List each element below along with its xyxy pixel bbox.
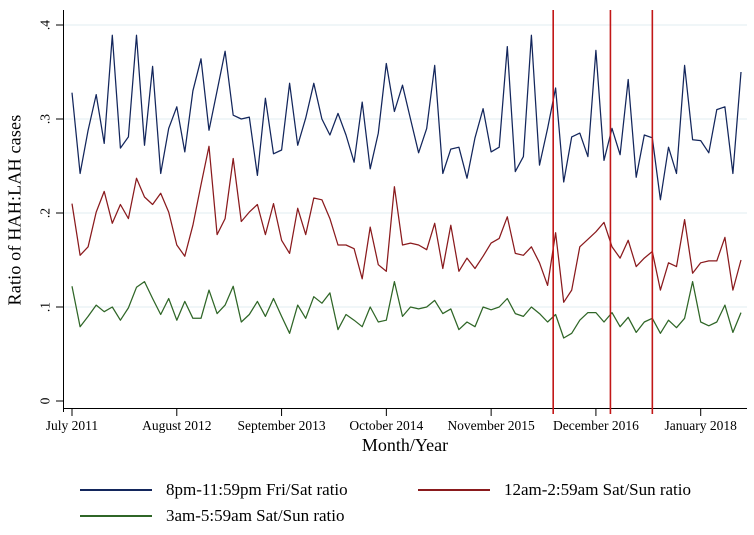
y-axis-title: Ratio of HAH:LAH cases: [4, 114, 25, 306]
x-axis-title: Month/Year: [361, 435, 449, 455]
y-tick-label: 0: [38, 397, 53, 404]
legend-item-fri-sat-evening: 8pm-11:59pm Fri/Sat ratio: [80, 477, 418, 503]
x-tick-label: September 2013: [238, 418, 326, 433]
legend-swatch-navy-line: [80, 489, 152, 491]
legend: 8pm-11:59pm Fri/Sat ratio 12am-2:59am Sa…: [80, 477, 754, 529]
legend-label: 12am-2:59am Sat/Sun ratio: [504, 480, 691, 499]
series-line-navy: [71, 34, 742, 201]
legend-label: 8pm-11:59pm Fri/Sat ratio: [166, 480, 348, 499]
series-line-maroon: [71, 145, 742, 303]
series-line-green: [71, 280, 742, 339]
y-tick-label: .1: [38, 302, 53, 312]
x-tick-label: December 2016: [553, 418, 639, 433]
legend-item-sat-sun-early: 12am-2:59am Sat/Sun ratio: [418, 477, 754, 503]
x-tick-label: November 2015: [447, 418, 535, 433]
legend-item-sat-sun-late: 3am-5:59am Sat/Sun ratio: [80, 503, 418, 529]
x-tick-label: July 2011: [46, 418, 98, 433]
plot-area: 0 .1 .2 .3 .4 July 2011 August 2012 September 2…: [38, 10, 747, 433]
legend-swatch-maroon-line: [418, 489, 490, 491]
x-tick-label: January 2018: [665, 418, 738, 433]
legend-swatch-green-line: [80, 515, 152, 517]
x-tick-label: August 2012: [142, 418, 211, 433]
y-tick-label: .4: [38, 20, 53, 30]
legend-label: 3am-5:59am Sat/Sun ratio: [166, 506, 345, 525]
y-tick-label: .3: [38, 114, 53, 124]
x-tick-label: October 2014: [349, 418, 423, 433]
y-tick-label: .2: [38, 208, 53, 218]
